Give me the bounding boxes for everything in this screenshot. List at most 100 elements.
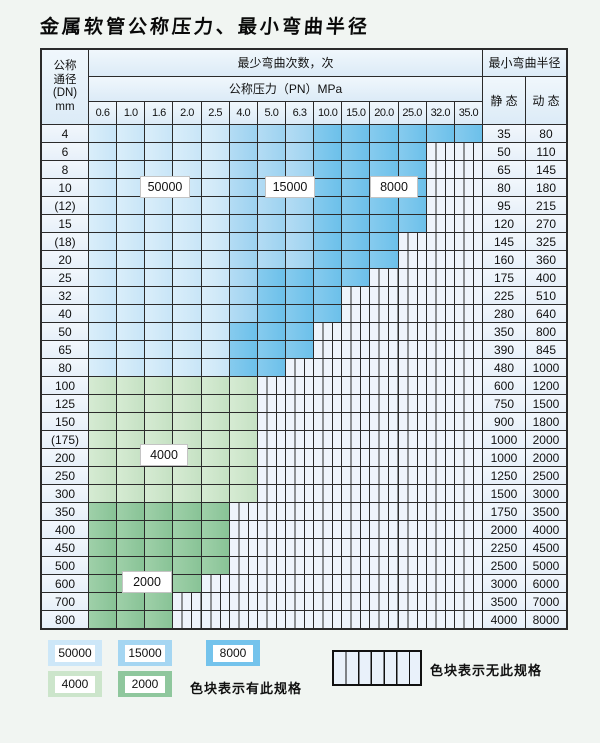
pressure-col-header: 2.0 <box>173 102 201 124</box>
pressure-col-header: 15.0 <box>342 102 370 124</box>
static-radius-value: 3000 <box>482 575 525 592</box>
static-radius-value: 225 <box>482 287 525 304</box>
static-radius-value: 3500 <box>482 593 525 610</box>
pressure-col-header: 5.0 <box>257 102 285 124</box>
no-spec-cell <box>426 269 454 286</box>
dn-cell: 300 <box>42 485 88 502</box>
spec-cell <box>201 521 229 538</box>
spec-cell <box>370 215 398 232</box>
dn-header-line: 通径 <box>53 73 77 86</box>
no-spec-cell <box>398 467 426 484</box>
no-spec-cell <box>426 251 454 268</box>
spec-cell <box>257 323 285 340</box>
spec-cell <box>117 161 145 178</box>
dynamic-radius-value: 8000 <box>525 611 566 628</box>
spec-cell <box>201 359 229 376</box>
dn-cell: 50 <box>42 323 88 340</box>
no-spec-cell <box>370 341 398 358</box>
spec-cell <box>257 359 285 376</box>
spec-cell <box>89 197 117 214</box>
nominal-pressure-header: 公称压力（PN）MPa <box>89 77 482 101</box>
spec-cell <box>89 575 117 592</box>
spec-cell <box>145 557 173 574</box>
dynamic-radius-value: 4000 <box>525 521 566 538</box>
no-spec-cell <box>370 395 398 412</box>
spec-cell <box>173 197 201 214</box>
spec-cell <box>201 323 229 340</box>
pressure-col-header: 4.0 <box>229 102 257 124</box>
no-spec-cell <box>454 377 482 394</box>
spec-cell <box>145 485 173 502</box>
spec-cell <box>370 251 398 268</box>
no-spec-cell <box>342 413 370 430</box>
no-spec-cell <box>342 611 370 628</box>
no-spec-cell <box>285 377 314 394</box>
no-spec-cell <box>454 341 482 358</box>
static-radius-value: 1500 <box>482 485 525 502</box>
no-spec-cell <box>370 611 398 628</box>
spec-cell <box>342 233 370 250</box>
spec-cell <box>117 503 145 520</box>
no-spec-cell <box>342 377 370 394</box>
spec-cell <box>145 287 173 304</box>
no-spec-cell <box>426 593 454 610</box>
spec-cell <box>229 395 257 412</box>
spec-cell <box>173 521 201 538</box>
spec-cell <box>201 143 229 160</box>
spec-cell <box>173 359 201 376</box>
no-spec-cell <box>398 233 426 250</box>
spec-cell <box>173 485 201 502</box>
spec-cell <box>173 539 201 556</box>
no-spec-cell <box>285 413 314 430</box>
no-spec-cell <box>342 557 370 574</box>
spec-cell <box>117 557 145 574</box>
region-label: 15000 <box>265 176 315 198</box>
spec-cell <box>117 323 145 340</box>
spec-cell <box>145 341 173 358</box>
static-radius-value: 175 <box>482 269 525 286</box>
no-spec-cell <box>229 521 257 538</box>
spec-cell <box>145 323 173 340</box>
spec-cell <box>89 179 117 196</box>
spec-cell <box>201 539 229 556</box>
static-radius-value: 2500 <box>482 557 525 574</box>
no-spec-cell <box>285 485 314 502</box>
dynamic-radius-value: 2500 <box>525 467 566 484</box>
no-spec-cell <box>426 341 454 358</box>
spec-cell <box>89 521 117 538</box>
spec-cell <box>285 323 314 340</box>
spec-cell <box>89 341 117 358</box>
spec-cell <box>145 251 173 268</box>
dn-cell: 125 <box>42 395 88 412</box>
no-spec-cell <box>398 575 426 592</box>
spec-cell <box>285 143 314 160</box>
no-spec-cell <box>285 593 314 610</box>
spec-cell <box>342 215 370 232</box>
spec-cell <box>257 143 285 160</box>
dynamic-radius-value: 800 <box>525 323 566 340</box>
no-spec-cell <box>314 467 342 484</box>
spec-cell <box>257 287 285 304</box>
spec-cell <box>257 251 285 268</box>
spec-cell <box>229 485 257 502</box>
spec-cell <box>201 377 229 394</box>
spec-cell <box>257 197 285 214</box>
static-radius-value: 160 <box>482 251 525 268</box>
spec-cell <box>229 179 257 196</box>
spec-cell <box>229 359 257 376</box>
no-spec-cell <box>454 467 482 484</box>
spec-cell <box>89 485 117 502</box>
spec-cell <box>89 449 117 466</box>
static-radius-value: 120 <box>482 215 525 232</box>
spec-cell <box>89 305 117 322</box>
no-spec-cell <box>342 485 370 502</box>
static-radius-value: 1000 <box>482 449 525 466</box>
no-spec-cell <box>398 269 426 286</box>
no-spec-cell <box>173 593 201 610</box>
dynamic-radius-value: 845 <box>525 341 566 358</box>
no-spec-cell <box>398 251 426 268</box>
pressure-col-header: 1.0 <box>117 102 145 124</box>
no-spec-cell <box>285 395 314 412</box>
no-spec-cell <box>398 359 426 376</box>
no-spec-cell <box>370 287 398 304</box>
